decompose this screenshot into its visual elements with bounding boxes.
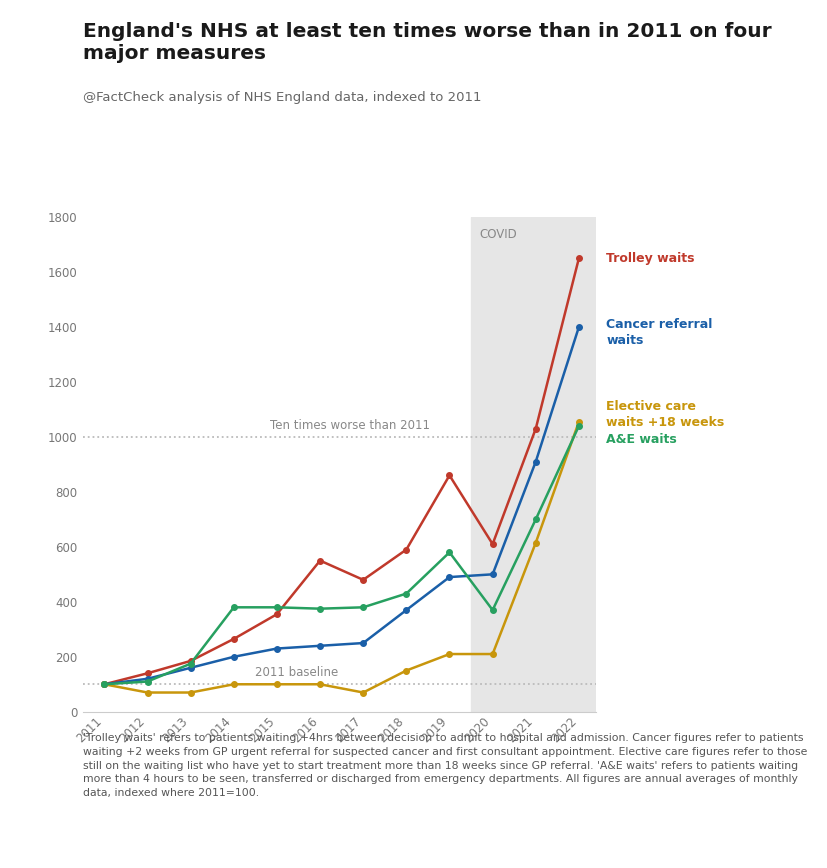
Text: Cancer referral
waits: Cancer referral waits <box>605 318 711 347</box>
Text: COVID: COVID <box>479 228 517 241</box>
Text: 2011 baseline: 2011 baseline <box>255 667 337 680</box>
Bar <box>471 217 600 712</box>
Text: @FactCheck analysis of NHS England data, indexed to 2011: @FactCheck analysis of NHS England data,… <box>83 91 480 104</box>
Text: Ten times worse than 2011: Ten times worse than 2011 <box>270 419 430 432</box>
Text: England's NHS at least ten times worse than in 2011 on four
major measures: England's NHS at least ten times worse t… <box>83 22 771 63</box>
Text: 'Trolley waits' refers to patients waiting +4hrs between decision to admit to ho: 'Trolley waits' refers to patients waiti… <box>83 733 806 798</box>
Text: Elective care
waits +18 weeks: Elective care waits +18 weeks <box>605 400 724 430</box>
Text: A&E waits: A&E waits <box>605 433 676 446</box>
Text: Trolley waits: Trolley waits <box>605 252 694 265</box>
